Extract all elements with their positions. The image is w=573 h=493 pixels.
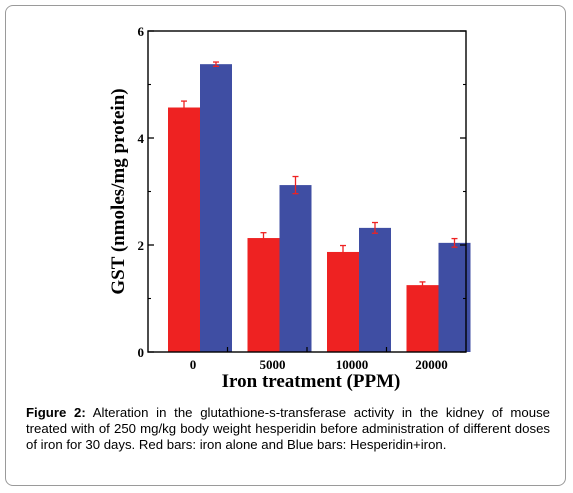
bar-s2-0 (200, 64, 232, 353)
bar-chart: 0 2 4 6 0 5000 10000 20000 GST (nmoles/mg prot… (108, 24, 471, 392)
error-bar-s1-0 (181, 100, 187, 115)
y-tick-label-6: 6 (138, 24, 145, 39)
bar-s2-20000 (438, 242, 471, 352)
caption-label: Figure 2: (26, 405, 86, 420)
y-tick-label-2: 2 (138, 238, 145, 253)
bar-s2-5000 (279, 185, 312, 352)
error-bars-layer (181, 61, 458, 289)
x-axis-ticks: 0 5000 10000 20000 (190, 347, 448, 372)
x-tick-label-5000: 5000 (260, 357, 286, 372)
y-axis-label: GST (nmoles/mg protein) (108, 88, 129, 294)
error-bar-s2-0 (213, 61, 219, 67)
error-bar-s2-5000 (292, 175, 299, 195)
bars-layer (168, 64, 471, 353)
bar-s1-20000 (406, 285, 439, 352)
y-axis-ticks: 0 2 4 6 (138, 24, 466, 360)
error-bar-s2-10000 (372, 221, 378, 234)
x-tick-label-0: 0 (190, 357, 197, 372)
error-bar-s1-20000 (419, 281, 426, 289)
bar-s2-10000 (359, 227, 391, 352)
caption-text: Alteration in the glutathione-s-transfer… (26, 405, 551, 452)
error-bar-s1-10000 (340, 244, 346, 260)
bar-s1-0 (168, 107, 200, 352)
error-bar-s1-5000 (260, 232, 267, 245)
x-axis-label: Iron treatment (PPM) (222, 371, 401, 392)
x-tick-label-10000: 10000 (336, 357, 369, 372)
bar-s1-5000 (247, 238, 280, 352)
y-tick-label-0: 0 (138, 345, 145, 360)
x-tick-label-20000: 20000 (415, 357, 448, 372)
bar-s1-10000 (327, 251, 359, 352)
error-bar-s2-20000 (451, 237, 458, 248)
figure-caption: Figure 2: Alteration in the glutathione-… (26, 405, 550, 453)
y-tick-label-4: 4 (138, 131, 145, 146)
